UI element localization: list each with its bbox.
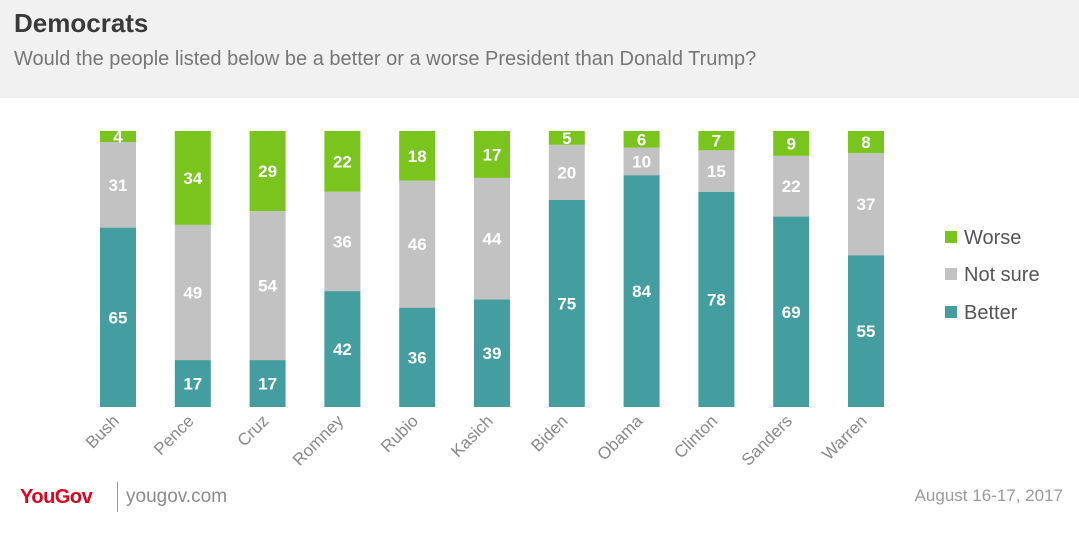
data-label-not-sure-sanders: 22 [782,177,801,196]
data-label-better-biden: 75 [557,295,576,314]
legend-swatch-worse [945,231,957,243]
data-label-worse-obama: 6 [637,130,646,149]
bar-segment-not-sure-biden [548,144,585,200]
bar-segment-better-cruz [249,360,286,407]
footer-site: yougov.com [126,486,228,507]
bar-segment-better-obama [623,175,660,407]
chart-header: Democrats Would the people listed below … [0,0,1079,98]
data-label-worse-kasich: 17 [483,145,502,164]
bar-segment-not-sure-pence [174,224,211,361]
data-label-better-rubio: 36 [408,348,427,367]
x-tick-label-sanders: Sanders [738,411,796,469]
data-label-not-sure-obama: 10 [632,152,651,171]
data-label-not-sure-warren: 37 [857,195,876,214]
bar-segment-not-sure-kasich [474,177,510,300]
bar-segment-better-rubio [399,307,436,407]
data-label-worse-rubio: 18 [408,147,427,166]
bar-segment-not-sure-cruz [249,211,286,361]
x-tick-label-cruz: Cruz [234,411,273,450]
data-label-worse-clinton: 7 [712,132,721,151]
data-label-worse-biden: 5 [562,129,571,148]
bar-segment-better-pence [174,360,211,407]
data-label-better-sanders: 69 [782,303,801,322]
bar-segment-worse-warren [848,131,884,154]
legend-swatch-not-sure [945,268,957,280]
x-tick-label-romney: Romney [289,411,348,470]
bar-segment-better-kasich [474,299,510,407]
x-tick-label-biden: Biden [527,411,571,455]
chart-subtitle: Would the people listed below be a bette… [14,48,757,70]
data-label-worse-cruz: 29 [258,162,277,181]
data-label-worse-warren: 8 [861,133,870,152]
data-label-not-sure-clinton: 15 [707,162,726,181]
bar-segment-not-sure-obama [623,147,660,176]
bar-segment-worse-obama [623,131,660,148]
legend-label-better: Better [964,302,1018,324]
x-tick-label-pence: Pence [150,411,198,459]
data-label-not-sure-cruz: 54 [258,277,277,296]
data-label-better-pence: 17 [183,375,202,394]
data-label-worse-pence: 34 [183,169,202,188]
bar-segment-not-sure-romney [324,191,361,292]
bar-segment-not-sure-bush [100,142,136,228]
data-label-worse-sanders: 9 [786,134,795,153]
x-tick-label-warren: Warren [818,411,870,463]
bar-segment-worse-romney [324,131,361,192]
data-label-worse-romney: 22 [333,152,352,171]
data-label-not-sure-pence: 49 [183,283,202,302]
data-label-better-cruz: 17 [258,375,277,394]
data-label-better-clinton: 78 [707,290,726,309]
bar-segment-better-clinton [698,191,735,407]
bar-segment-worse-rubio [399,131,436,181]
data-label-worse-bush: 4 [113,128,123,147]
bar-segment-not-sure-rubio [399,180,436,308]
bar-segment-not-sure-warren [848,153,884,256]
data-label-not-sure-romney: 36 [333,232,352,251]
bar-segment-worse-cruz [249,131,286,212]
bar-segment-worse-biden [548,131,585,145]
data-label-not-sure-kasich: 44 [483,230,502,249]
bar-segment-not-sure-clinton [698,150,735,192]
data-label-not-sure-rubio: 46 [408,235,427,254]
data-label-not-sure-biden: 20 [557,163,576,182]
legend-label-worse: Worse [964,227,1021,249]
x-tick-label-kasich: Kasich [447,411,497,461]
x-tick-label-clinton: Clinton [670,411,721,462]
data-label-better-bush: 65 [109,308,128,327]
data-label-better-romney: 42 [333,340,352,359]
bar-segment-worse-pence [174,131,211,225]
bar-segment-worse-bush [100,131,136,143]
bar-segment-better-romney [324,291,361,407]
bar-segment-worse-sanders [773,131,810,156]
bar-segment-not-sure-sanders [773,155,810,217]
bar-segment-worse-clinton [698,131,735,151]
data-label-not-sure-bush: 31 [109,176,128,195]
bar-segment-worse-kasich [474,131,510,178]
x-tick-label-obama: Obama [594,411,647,464]
data-label-better-warren: 55 [857,322,876,341]
bar-segment-better-biden [548,200,585,407]
yougov-logo: YouGov [20,486,93,508]
footer-divider [117,482,118,512]
x-tick-label-rubio: Rubio [377,411,422,456]
footer-date: August 16-17, 2017 [914,486,1063,505]
legend-swatch-better [945,306,957,318]
bar-segment-better-sanders [773,216,810,407]
chart-title: Democrats [14,8,149,38]
data-label-better-obama: 84 [632,282,651,301]
x-tick-label-bush: Bush [82,411,123,452]
bar-segment-better-bush [100,227,136,407]
bar-segment-better-warren [848,255,884,407]
data-label-better-kasich: 39 [483,344,502,363]
legend-label-not-sure: Not sure [964,264,1040,286]
